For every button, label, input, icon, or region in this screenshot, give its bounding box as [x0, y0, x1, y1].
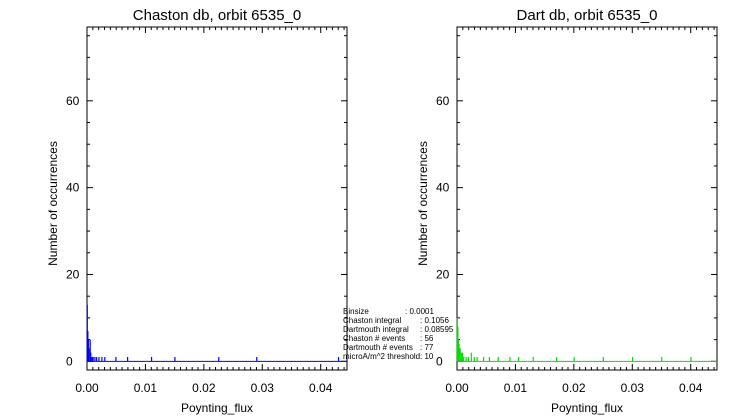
y-tick-label: 60	[436, 94, 450, 108]
x-tick-label: 0.02	[562, 381, 586, 395]
stats-label: microA/m^2 threshold	[343, 352, 420, 361]
x-axis-label: Poynting_flux	[551, 401, 623, 415]
chart-title: Dart db, orbit 6535_0	[517, 7, 658, 24]
x-tick-label: 0.02	[192, 381, 216, 395]
y-tick-label: 0	[436, 354, 443, 368]
stats-value: : 0.1056	[420, 316, 449, 325]
y-tick-label: 40	[436, 181, 450, 195]
x-tick-label: 0.04	[679, 381, 703, 395]
x-tick-label: 0.00	[75, 381, 99, 395]
y-tick-label: 0	[66, 354, 73, 368]
stats-value: : 56	[420, 334, 434, 343]
stats-label: Chaston integral	[343, 316, 401, 325]
y-tick-label: 20	[436, 267, 450, 281]
y-tick-label: 60	[66, 94, 80, 108]
y-tick-label: 40	[66, 181, 80, 195]
stats-label: Binsize	[343, 307, 369, 316]
chart-panel-2: Dart db, orbit 6535_0 0 20 40 60 0.00 0.01 0.02…	[416, 7, 718, 415]
chart-panel-1: Chaston db, orbit 6535_0 0 20 40 60 0.00 0.01 0…	[46, 7, 348, 415]
x-axis-label: Poynting_flux	[181, 401, 253, 415]
x-tick-label: 0.00	[445, 381, 469, 395]
stats-label: Dartmouth # events	[343, 343, 413, 352]
plot-frame	[86, 26, 348, 371]
chart-title: Chaston db, orbit 6535_0	[133, 7, 301, 24]
plot-frame	[456, 26, 718, 371]
y-axis-label: Number of occurrences	[46, 141, 60, 266]
x-tick-label: 0.01	[504, 381, 528, 395]
y-axis-label: Number of occurrences	[416, 141, 430, 266]
x-tick-label: 0.03	[251, 381, 275, 395]
stats-value: : 77	[420, 343, 434, 352]
stats-label: Dartmouth integral	[343, 325, 409, 334]
stats-label: Chaston # events	[343, 334, 405, 343]
y-tick-label: 20	[66, 267, 80, 281]
x-tick-label: 0.01	[134, 381, 158, 395]
stats-info-block: Binsize : 0.0001 Chaston integral : 0.1056 D…	[343, 307, 454, 361]
x-tick-label: 0.04	[309, 381, 333, 395]
x-tick-label: 0.03	[621, 381, 645, 395]
stats-value: : 10	[420, 352, 434, 361]
stats-value: : 0.08595	[420, 325, 454, 334]
stats-value: : 0.0001	[405, 307, 434, 316]
